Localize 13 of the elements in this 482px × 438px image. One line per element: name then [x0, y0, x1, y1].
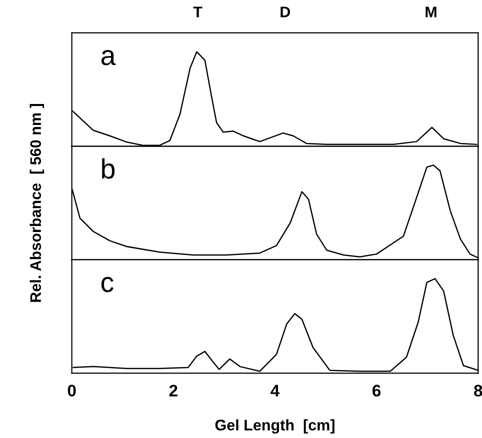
x-axis-title: Gel Length [cm]: [215, 419, 334, 434]
text: T: [193, 6, 202, 18]
annotation: b: [102, 158, 115, 179]
x-tick-label: 6: [372, 384, 381, 397]
x-tick-label: 8: [474, 384, 482, 397]
annotation: a: [101, 50, 116, 66]
text: M: [426, 6, 436, 18]
annotation: c: [101, 276, 114, 292]
x-tick-label: 0: [68, 384, 76, 397]
text: D: [280, 6, 290, 18]
x-tick-label: 4: [270, 384, 280, 396]
y-axis-title: Rel. Absorbance [ 560 nm ]: [30, 104, 44, 302]
x-tick-label: 2: [169, 384, 178, 396]
